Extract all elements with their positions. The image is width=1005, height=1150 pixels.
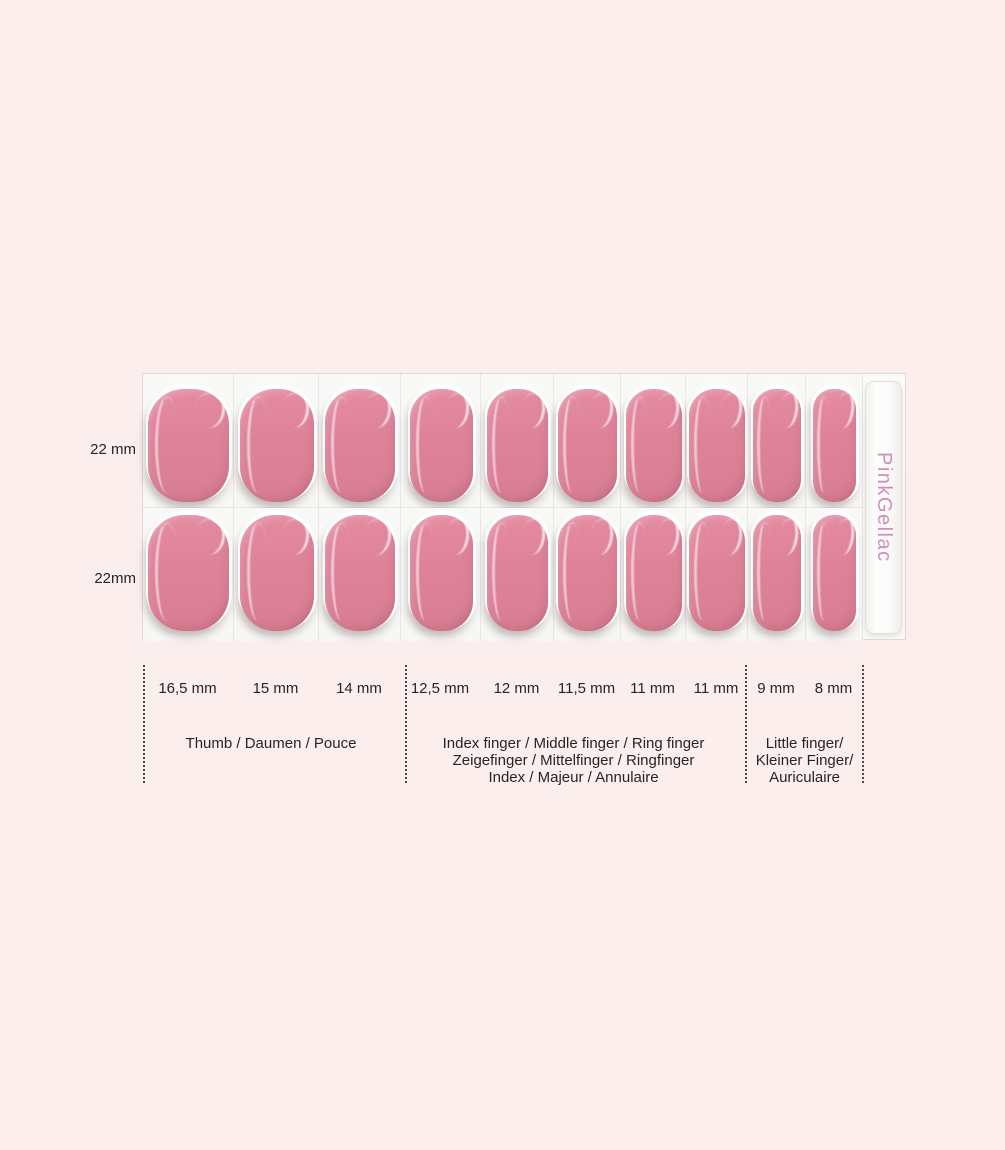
size-label: 14 mm xyxy=(336,680,382,697)
tray-cell xyxy=(621,508,686,641)
size-label: 16,5 mm xyxy=(158,680,217,697)
nail-sticker xyxy=(148,515,229,631)
nail-sticker xyxy=(813,389,856,502)
nail-sticker xyxy=(753,515,801,631)
tray-cell xyxy=(319,374,401,508)
finger-group-line: Thumb / Daumen / Pouce xyxy=(185,735,357,752)
nail-sticker xyxy=(753,389,801,502)
nail-tray: PinkGellac xyxy=(142,373,906,641)
nail-sticker xyxy=(626,515,682,631)
size-label: 11 mm xyxy=(630,680,675,697)
tray-cell xyxy=(143,374,234,508)
finger-group-line: Kleiner Finger/ xyxy=(755,752,854,769)
nail-sticker xyxy=(240,389,314,502)
tray-cell xyxy=(401,374,481,508)
size-label: 11,5 mm xyxy=(557,680,616,697)
size-label: 15 mm xyxy=(252,680,299,697)
brand-label: PinkGellac xyxy=(873,452,895,563)
finger-group-label: Index finger / Middle finger / Ring fing… xyxy=(400,735,747,786)
finger-group-line: Index / Majeur / Annulaire xyxy=(488,769,659,786)
tray-cell xyxy=(621,374,686,508)
nail-sticker xyxy=(626,389,682,502)
finger-group-line: Index finger / Middle finger / Ring fing… xyxy=(442,735,705,752)
nail-sticker xyxy=(148,389,229,502)
nail-sticker xyxy=(487,389,548,502)
nail-sticker xyxy=(487,515,548,631)
tray-cell xyxy=(806,374,863,508)
tray-cell xyxy=(806,508,863,641)
tray-cell xyxy=(143,508,234,641)
row-length-label-top: 22 mm xyxy=(90,441,136,458)
nail-sticker xyxy=(325,389,395,502)
tray-cell xyxy=(686,374,748,508)
nail-sticker xyxy=(558,515,617,631)
finger-group-line: Little finger/ xyxy=(765,735,844,752)
nail-sticker xyxy=(410,389,473,502)
nail-sticker xyxy=(410,515,473,631)
ruler-tick-line xyxy=(142,665,145,783)
nail-sticker xyxy=(689,515,745,631)
nail-sticker xyxy=(689,389,745,502)
ruler-tick-line xyxy=(861,665,864,783)
tray-cell xyxy=(401,508,481,641)
row-length-label-bottom: 22mm xyxy=(94,570,136,587)
size-label: 8 mm xyxy=(814,680,853,697)
finger-group-line: Zeigefinger / Mittelfinger / Ringfinger xyxy=(452,752,695,769)
nail-sticker xyxy=(813,515,856,631)
nail-sticker xyxy=(325,515,395,631)
nail-sticker xyxy=(558,389,617,502)
ruler-tick-line xyxy=(404,665,407,783)
finger-group-label: Thumb / Daumen / Pouce xyxy=(142,735,400,752)
finger-group-line: Auriculaire xyxy=(769,769,840,786)
tray-cell xyxy=(234,374,319,508)
tray-cell xyxy=(686,508,748,641)
size-label: 12,5 mm xyxy=(410,680,470,697)
tray-cell xyxy=(319,508,401,641)
tray-cell xyxy=(481,508,554,641)
size-label: 11 mm xyxy=(693,680,739,697)
brand-strip: PinkGellac xyxy=(865,381,902,634)
tray-cell xyxy=(748,508,806,641)
size-label: 12 mm xyxy=(493,680,540,697)
finger-group-label: Little finger/Kleiner Finger/Auriculaire xyxy=(747,735,862,786)
tray-cell xyxy=(481,374,554,508)
tray-cell xyxy=(554,374,621,508)
size-label: 9 mm xyxy=(757,680,795,697)
nail-sticker xyxy=(240,515,314,631)
tray-cell xyxy=(554,508,621,641)
tray-cell xyxy=(234,508,319,641)
ruler-tick-line xyxy=(744,665,747,783)
tray-cell xyxy=(748,374,806,508)
